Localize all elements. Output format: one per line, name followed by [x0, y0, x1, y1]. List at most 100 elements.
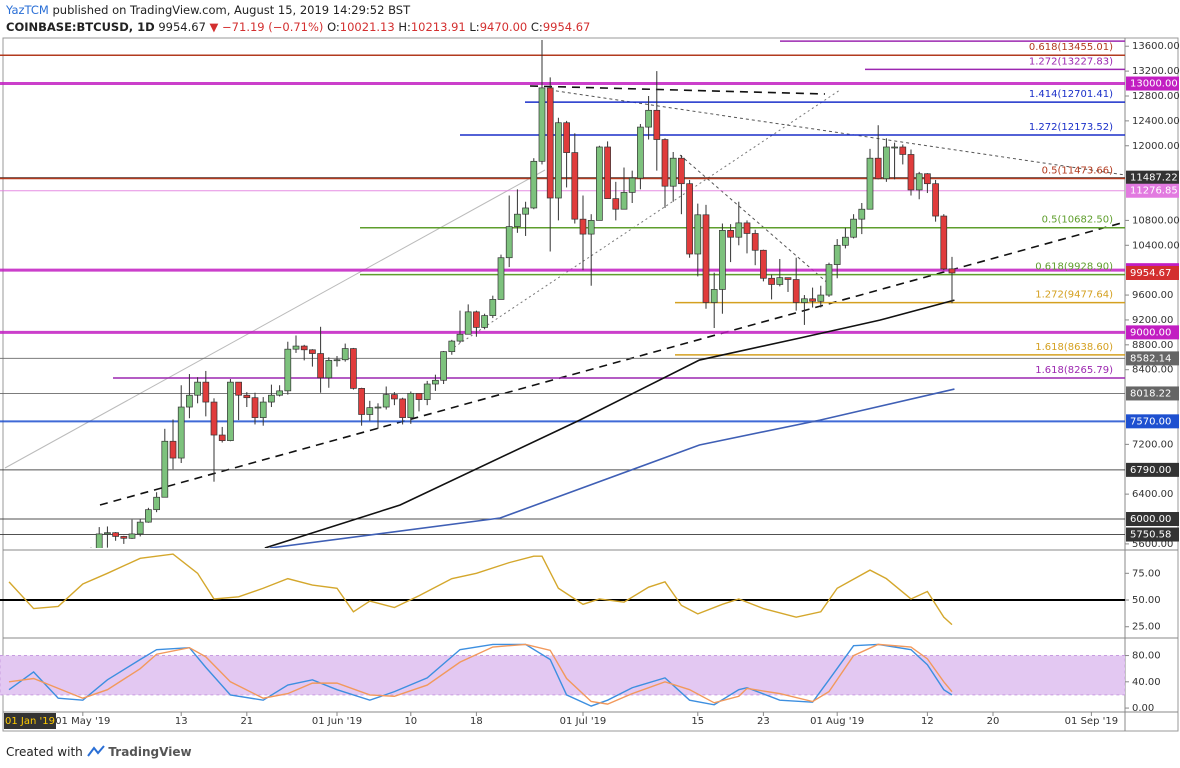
- candle-body: [866, 157, 874, 210]
- y-tick-label: 12000.00: [1132, 141, 1180, 152]
- candle-body: [891, 146, 898, 149]
- candle-body: [407, 392, 415, 418]
- trend-line: [99, 221, 1125, 506]
- candle-body: [177, 406, 185, 459]
- y-tick-label: 9200.00: [1132, 315, 1173, 326]
- y-tick-label: 50.00: [1132, 595, 1161, 606]
- moving-average: [264, 299, 955, 548]
- candle-body: [661, 139, 669, 187]
- last: 9954.67: [158, 20, 206, 34]
- candle-body: [292, 345, 300, 350]
- price-pane: 1.414(13681.84) 0.618(13455.01) 1.272(1322…: [0, 28, 1125, 561]
- candle-body: [374, 406, 382, 409]
- candle-body: [620, 192, 628, 210]
- candle-body: [251, 397, 259, 418]
- x-tick-label: 21: [240, 716, 253, 727]
- indicator-line: [8, 553, 953, 626]
- trend-line: [449, 89, 841, 351]
- candle-body: [751, 233, 759, 251]
- candle-body: [628, 177, 636, 193]
- price-tag: [1126, 265, 1179, 280]
- candle-body: [858, 208, 866, 220]
- candle-body: [161, 440, 169, 498]
- candle-body: [210, 401, 218, 436]
- price-tag: [1126, 183, 1179, 198]
- price-tag-label: 8582.14: [1130, 353, 1171, 364]
- candle-body: [669, 157, 677, 187]
- candle-body: [899, 146, 907, 155]
- header: YazTCM published on TradingView.com, Aug…: [6, 2, 590, 36]
- candle-body: [136, 521, 144, 535]
- x-tick-label: 20: [987, 716, 1000, 727]
- candle-body: [309, 349, 316, 354]
- candle-body: [686, 183, 693, 255]
- candle-body: [563, 122, 570, 153]
- candle-body: [850, 218, 857, 238]
- candle-body: [792, 279, 800, 303]
- y-tick-label: 13600.00: [1132, 41, 1180, 52]
- candle-body: [95, 533, 103, 548]
- fib-label: 1.414(13681.84): [1029, 28, 1113, 39]
- fib-label: 1.618(8638.60): [1035, 342, 1113, 353]
- candle-body: [809, 298, 816, 302]
- author[interactable]: YazTCM: [6, 3, 49, 17]
- candle-body: [579, 218, 587, 235]
- candle-body: [227, 381, 234, 441]
- y-tick-label: 75.00: [1132, 568, 1161, 579]
- stoch-pane: [0, 643, 1125, 707]
- x-tick-label: 01 Aug '19: [810, 716, 864, 727]
- y-tick-label: 8400.00: [1132, 365, 1173, 376]
- y-tick-label: 80.00: [1132, 651, 1161, 662]
- candle-body: [284, 348, 292, 392]
- candle-body: [391, 394, 398, 400]
- ohlc-value: 10021.13: [339, 20, 395, 34]
- candle-body: [153, 496, 160, 511]
- candle-body: [727, 230, 734, 238]
- candle-body: [268, 394, 275, 403]
- candle-body: [104, 532, 111, 535]
- x-tick-label: 12: [921, 716, 934, 727]
- trend-line: [679, 154, 831, 286]
- candle-body: [497, 257, 505, 300]
- x-tick-label: 13: [175, 716, 188, 727]
- candle-body: [817, 294, 825, 302]
- footer: Created with TradingView: [6, 744, 192, 759]
- candle-body: [719, 230, 726, 290]
- candle-body: [202, 381, 210, 403]
- fib-label: 0.618(13455.01): [1029, 42, 1113, 53]
- ohlc-label: O:: [327, 20, 340, 34]
- price-tag-label: 6790.00: [1130, 465, 1171, 476]
- y-tick-label: 13200.00: [1132, 66, 1180, 77]
- candle-body: [317, 353, 324, 379]
- candle-body: [333, 359, 341, 362]
- candle-body: [694, 214, 702, 255]
- candle-body: [80, 557, 86, 561]
- rsi-pane: [0, 553, 1125, 626]
- candle-body: [710, 289, 718, 303]
- candle-body: [128, 533, 136, 539]
- candle-body: [481, 315, 488, 328]
- candle-body: [555, 122, 562, 199]
- candle-body: [259, 401, 267, 418]
- x-tick-label: 01 Jul '19: [560, 716, 607, 727]
- candle-body: [612, 198, 620, 210]
- price-tag-label: 11487.22: [1130, 173, 1178, 184]
- candle-body: [915, 173, 923, 191]
- candle-body: [473, 311, 480, 328]
- candle-body: [399, 398, 406, 418]
- candle-body: [358, 388, 365, 415]
- y-tick-label: 25.00: [1132, 622, 1161, 633]
- candle-body: [874, 157, 882, 180]
- price-tag: [1126, 170, 1179, 185]
- moving-average: [269, 388, 955, 548]
- candle-body: [415, 392, 423, 400]
- cursor-box: [4, 713, 56, 729]
- candle-body: [276, 390, 283, 396]
- price-tag-label: 7570.00: [1130, 416, 1171, 427]
- candle-body: [218, 434, 226, 441]
- candle-body: [924, 173, 931, 185]
- candle-body: [112, 532, 119, 537]
- candle-body: [456, 333, 464, 342]
- x-tick-label: 01 Jun '19: [312, 716, 362, 727]
- candle-body: [514, 213, 521, 227]
